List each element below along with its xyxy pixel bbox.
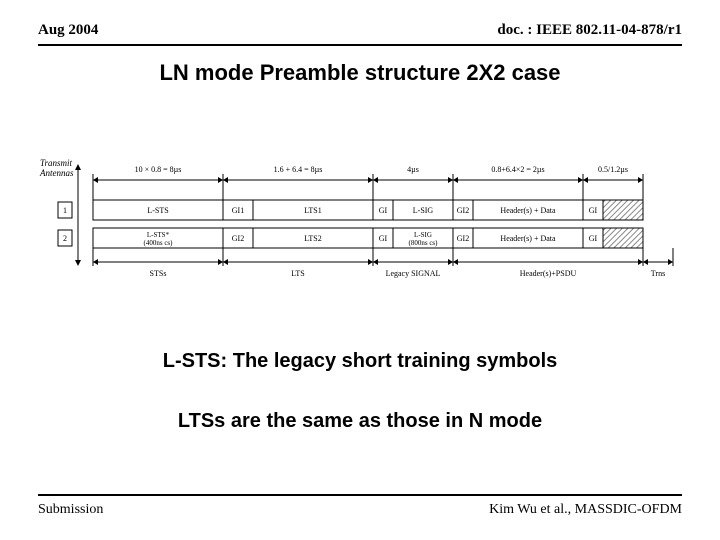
svg-text:Header(s) + Data: Header(s) + Data [500, 206, 556, 215]
svg-text:Trns: Trns [651, 269, 665, 278]
header-rule [38, 44, 682, 46]
footer-right: Kim Wu et al., MASSDIC-OFDM [489, 502, 682, 518]
svg-text:Header(s) + Data: Header(s) + Data [500, 234, 556, 243]
svg-text:1.6 + 6.4 = 8µs: 1.6 + 6.4 = 8µs [274, 165, 323, 174]
svg-text:GI2: GI2 [457, 234, 469, 243]
svg-text:GI: GI [589, 206, 598, 215]
slide-title: LN mode Preamble structure 2X2 case [0, 60, 720, 86]
svg-text:0.8+6.4×2 = 2µs: 0.8+6.4×2 = 2µs [491, 165, 544, 174]
svg-text:GI1: GI1 [232, 206, 244, 215]
svg-text:4µs: 4µs [407, 165, 419, 174]
svg-text:Legacy SIGNAL: Legacy SIGNAL [386, 269, 441, 278]
svg-text:L-SIG: L-SIG [414, 231, 432, 239]
svg-text:L-STS*: L-STS* [147, 231, 170, 239]
svg-text:GI2: GI2 [457, 206, 469, 215]
svg-text:0.5/1.2µs: 0.5/1.2µs [598, 165, 628, 174]
svg-text:(800ns cs): (800ns cs) [409, 239, 439, 247]
preamble-diagram: TransmitAntennas 10 × 0.8 = 8µs 1.6 + 6.4 … [38, 150, 682, 300]
svg-text:2: 2 [63, 234, 67, 243]
svg-text:(400ns cs): (400ns cs) [144, 239, 174, 247]
svg-text:STSs: STSs [150, 269, 167, 278]
svg-text:LTS2: LTS2 [304, 234, 322, 243]
header-doc: doc. : IEEE 802.11-04-878/r1 [497, 22, 682, 39]
svg-text:10 × 0.8 = 8µs: 10 × 0.8 = 8µs [135, 165, 182, 174]
svg-text:GI: GI [379, 234, 388, 243]
body-line-2: LTSs are the same as those in N mode [0, 410, 720, 433]
svg-text:1: 1 [63, 206, 67, 215]
svg-text:L-STS: L-STS [147, 206, 168, 215]
svg-text:GI2: GI2 [232, 234, 244, 243]
svg-text:Header(s)+PSDU: Header(s)+PSDU [520, 269, 577, 278]
footer-left: Submission [38, 502, 103, 518]
svg-text:GI: GI [379, 206, 388, 215]
svg-text:Antennas: Antennas [39, 168, 74, 178]
svg-text:Transmit: Transmit [40, 158, 73, 168]
svg-text:L-SIG: L-SIG [413, 206, 434, 215]
body-line-1: L-STS: The legacy short training symbols [0, 350, 720, 373]
svg-text:LTS: LTS [291, 269, 305, 278]
header-date: Aug 2004 [38, 22, 98, 39]
svg-text:LTS1: LTS1 [304, 206, 322, 215]
footer-rule [38, 494, 682, 496]
svg-text:GI: GI [589, 234, 598, 243]
